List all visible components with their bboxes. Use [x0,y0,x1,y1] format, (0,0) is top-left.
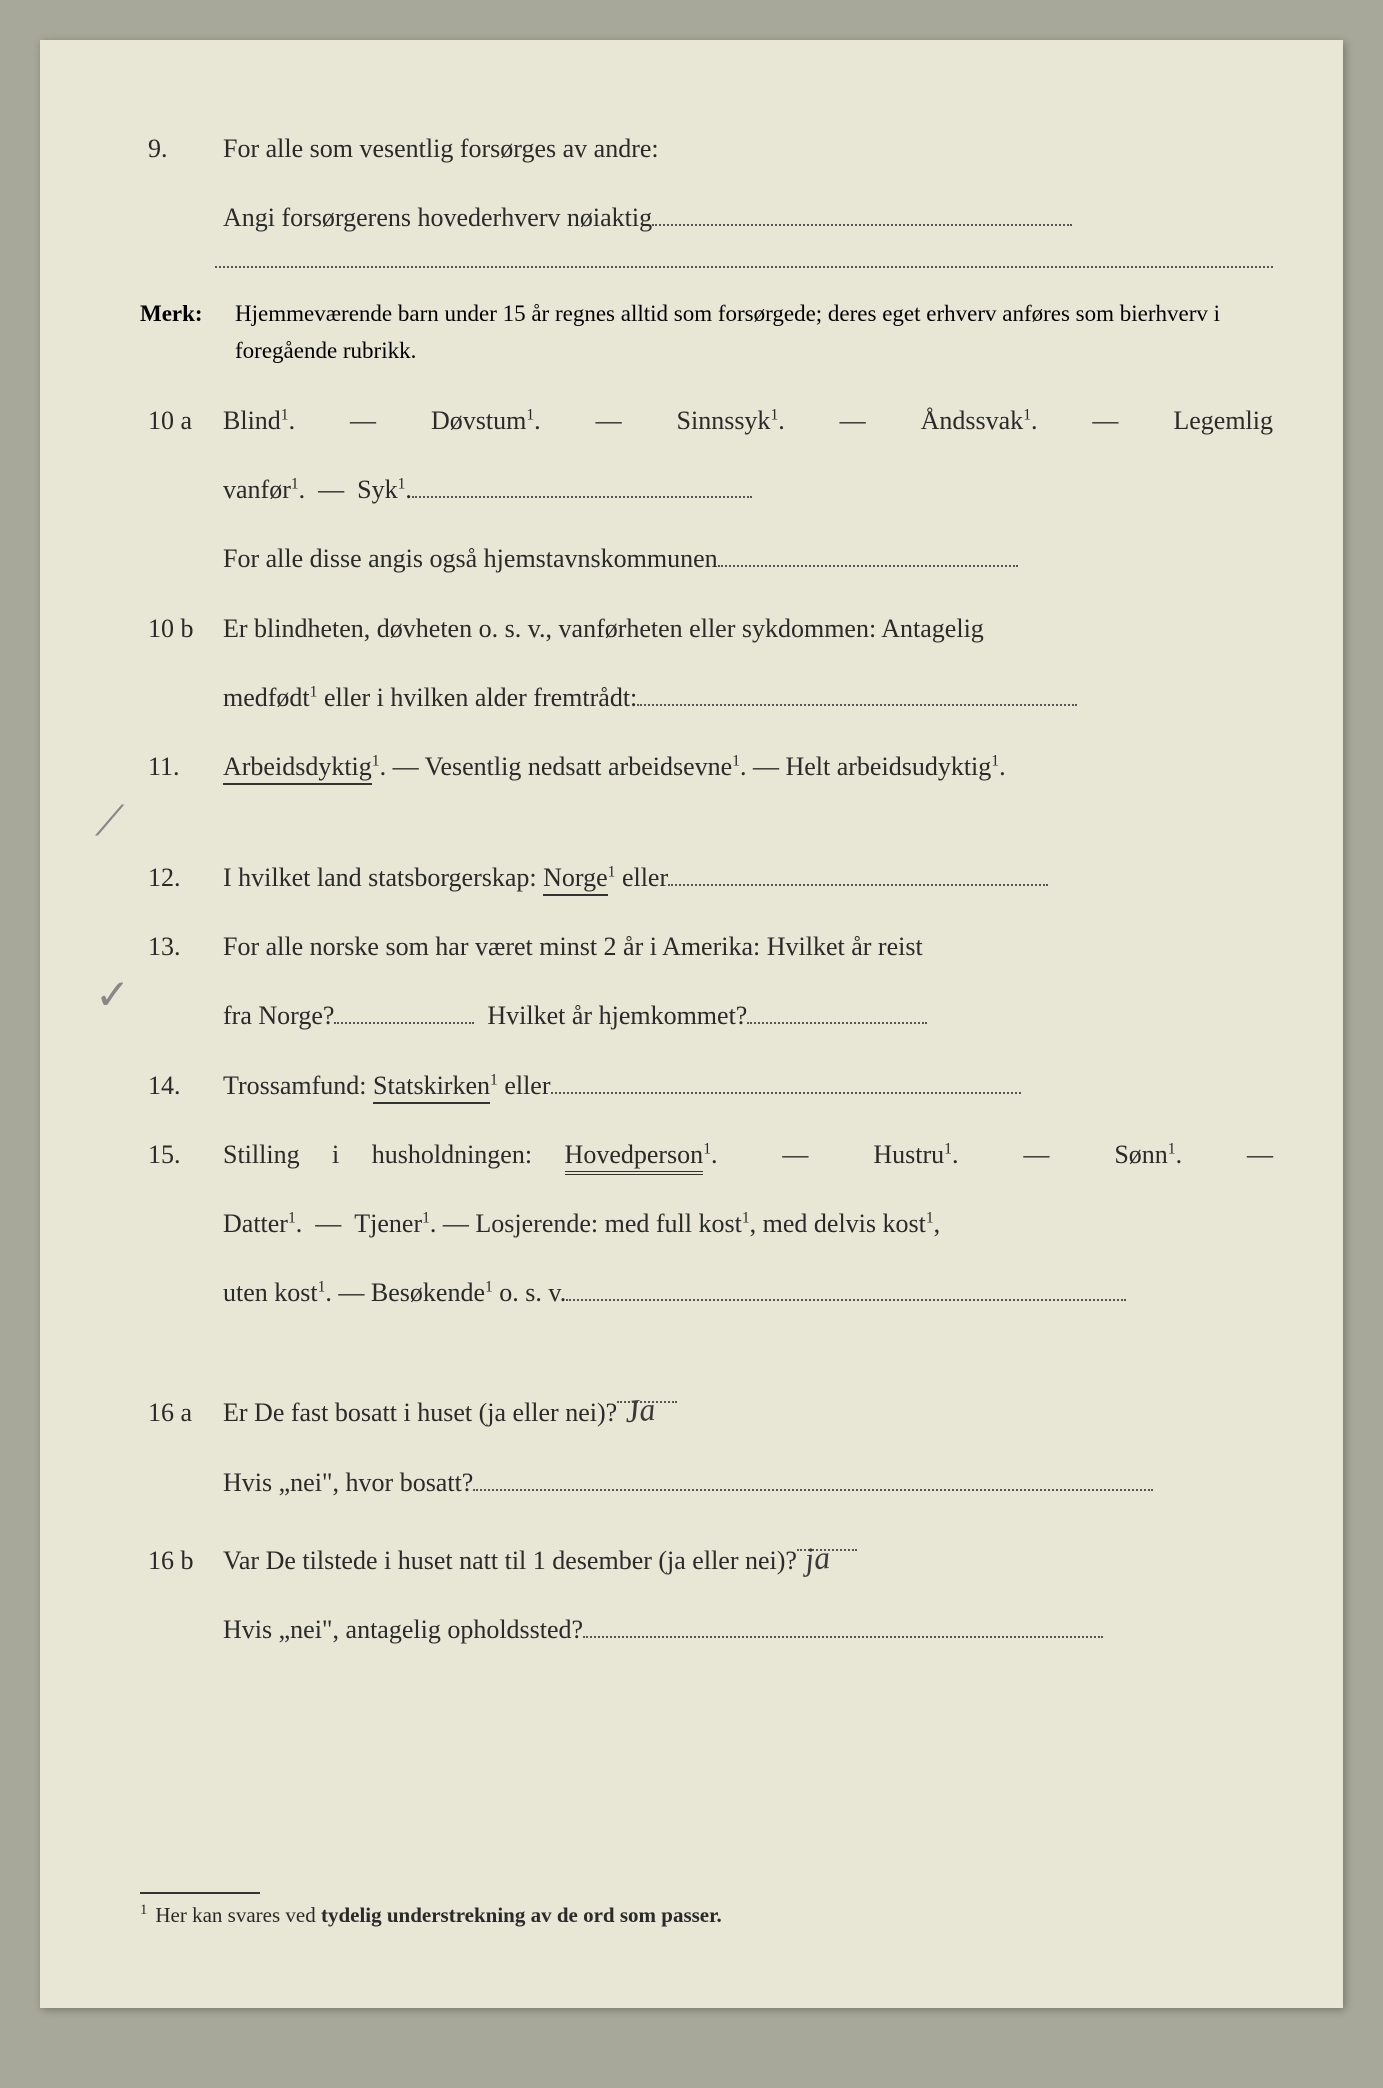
q16b-text-2: Hvis „nei", antagelig opholdssted? [223,1601,1273,1658]
q10b-text-1: Er blindheten, døvheten o. s. v., vanfør… [223,600,1273,657]
q11-number: 11. [140,738,223,795]
q14-underlined: Statskirken [373,1071,490,1104]
q16a-answer: Ja [622,1374,658,1447]
q16a-text-2: Hvis „nei", hvor bosatt? [223,1454,1273,1511]
q15-text-1: Stilling i husholdningen: Hovedperson1. … [223,1126,1273,1183]
question-12: 12. I hvilket land statsborgerskap: Norg… [140,849,1273,906]
question-9: 9. For alle som vesentlig forsørges av a… [140,120,1273,177]
question-15: 15. Stilling i husholdningen: Hovedperso… [140,1126,1273,1183]
q14-number: 14. [140,1057,223,1114]
question-16b-line2: Hvis „nei", antagelig opholdssted? [140,1601,1273,1658]
question-10a-line3: For alle disse angis også hjemstavnskomm… [140,530,1273,587]
question-10a: 10 a Blind1. — Døvstum1. — Sinnssyk1. — … [140,392,1273,449]
question-16a-line2: Hvis „nei", hvor bosatt? [140,1454,1273,1511]
q14-text: Trossamfund: Statskirken1 eller [223,1057,1273,1114]
question-14: 14. Trossamfund: Statskirken1 eller [140,1057,1273,1114]
q10a-text-3: For alle disse angis også hjemstavnskomm… [223,530,1273,587]
q10a-text-2: vanfør1. — Syk1. [223,461,1273,518]
pencil-mark-14: ✓ [95,970,130,1020]
question-16b: 16 b Var De tilstede i huset natt til 1 … [140,1523,1273,1589]
question-13-line2: fra Norge? Hvilket år hjemkommet? [140,987,1273,1044]
q9-text-2: Angi forsørgerens hovederhverv nøiaktig [223,189,1273,246]
footnote-text: 1Her kan svares ved tydelig understrekni… [140,1902,1273,1928]
q13-text-2: fra Norge? Hvilket år hjemkommet? [223,987,1273,1044]
footnote-area: 1Her kan svares ved tydelig understrekni… [140,1832,1273,1928]
merk-label: Merk: [140,296,235,333]
question-10a-line2: vanfør1. — Syk1. [140,461,1273,518]
q9-number: 9. [140,120,223,177]
q11-text: Arbeidsdyktig1. — Vesentlig nedsatt arbe… [223,738,1273,795]
q15-number: 15. [140,1126,223,1183]
q16a-text-1: Er De fast bosatt i huset (ja eller nei)… [223,1375,1273,1441]
question-10b: 10 b Er blindheten, døvheten o. s. v., v… [140,600,1273,657]
q9-blank-line [215,264,1273,268]
question-9-line2: Angi forsørgerens hovederhverv nøiaktig [140,189,1273,246]
q12-number: 12. [140,849,223,906]
question-16a: 16 a Er De fast bosatt i huset (ja eller… [140,1375,1273,1441]
question-10b-line2: medfødt1 eller i hvilken alder fremtrådt… [140,669,1273,726]
question-15-line3: uten kost1. — Besøkende1 o. s. v. [140,1264,1273,1321]
q10b-number: 10 b [140,600,223,657]
q11-underlined: Arbeidsdyktig [223,752,372,785]
merk-text: Hjemmeværende barn under 15 år regnes al… [235,296,1273,370]
merk-note: Merk: Hjemmeværende barn under 15 år reg… [140,296,1273,370]
q10a-text: Blind1. — Døvstum1. — Sinnssyk1. — Åndss… [223,392,1273,449]
q13-text-1: For alle norske som har været minst 2 år… [223,918,1273,975]
q10a-number: 10 a [140,392,223,449]
q15-underlined: Hovedperson [565,1140,704,1175]
q13-number: 13. [140,918,223,975]
question-15-line2: Datter1. — Tjener1. — Losjerende: med fu… [140,1195,1273,1252]
question-11: 11. Arbeidsdyktig1. — Vesentlig nedsatt … [140,738,1273,795]
q10b-text-2: medfødt1 eller i hvilken alder fremtrådt… [223,669,1273,726]
q12-text: I hvilket land statsborgerskap: Norge1 e… [223,849,1273,906]
q16b-answer: ja [802,1522,833,1594]
q16b-number: 16 b [140,1532,223,1589]
q16a-number: 16 a [140,1384,223,1441]
q15-text-2: Datter1. — Tjener1. — Losjerende: med fu… [223,1195,1273,1252]
q9-text-1: For alle som vesentlig forsørges av andr… [223,120,1273,177]
footnote-rule [140,1892,260,1894]
q12-underlined: Norge [543,863,608,896]
question-13: 13. For alle norske som har været minst … [140,918,1273,975]
q15-text-3: uten kost1. — Besøkende1 o. s. v. [223,1264,1273,1321]
pencil-mark-12: ⟋ [95,798,124,846]
q16b-text-1: Var De tilstede i huset natt til 1 desem… [223,1523,1273,1589]
document-page: 9. For alle som vesentlig forsørges av a… [40,40,1343,2008]
